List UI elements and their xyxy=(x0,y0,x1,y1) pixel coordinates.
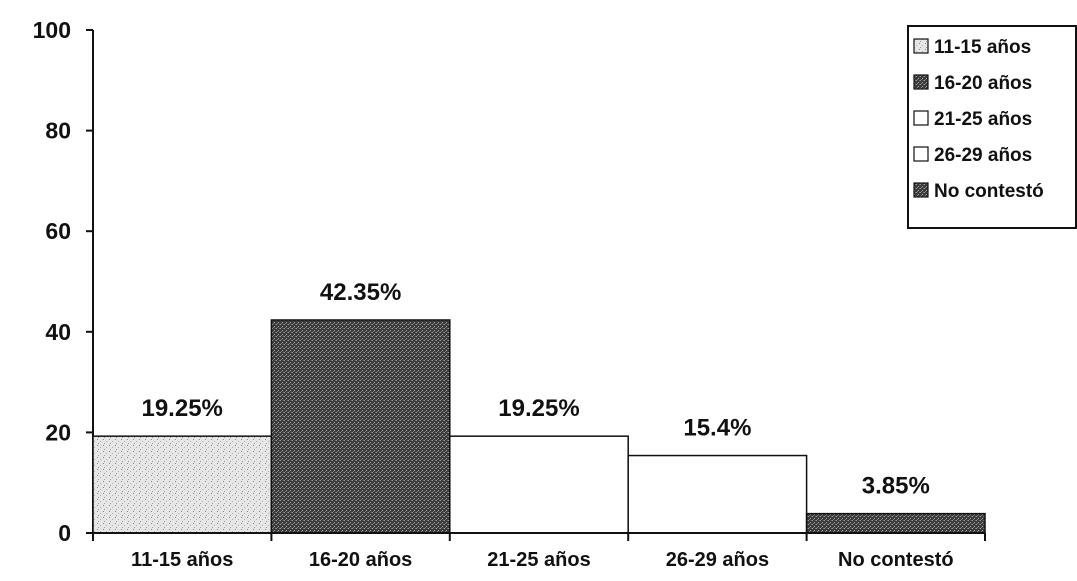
bars: 19.25% 42.35% 19.25% 15.4% 3.85% xyxy=(92,279,986,534)
y-tick-label: 80 xyxy=(45,118,71,144)
y-tick-label: 0 xyxy=(58,520,71,546)
bar-data-label: 19.25% xyxy=(498,395,579,422)
bar-data-label: 42.35% xyxy=(320,279,401,306)
bar-2 xyxy=(270,319,451,534)
legend-swatch xyxy=(913,110,929,126)
bar-5 xyxy=(805,512,986,534)
y-tick-label: 40 xyxy=(45,319,71,345)
legend-swatch xyxy=(913,182,929,198)
bar-3 xyxy=(449,435,629,534)
legend-entry-label: 16-20 años xyxy=(934,73,1032,94)
legend-swatch xyxy=(913,146,929,162)
legend-entry-label: No contestó xyxy=(934,181,1044,202)
bar-1 xyxy=(92,435,273,534)
x-category-label: 11-15 años xyxy=(131,549,233,571)
bar-data-label: 15.4% xyxy=(683,415,751,442)
bar-4 xyxy=(627,454,808,534)
y-tick-label: 20 xyxy=(45,419,71,445)
legend-entry-label: 11-15 años xyxy=(934,37,1031,58)
legend-entry-label: 21-25 años xyxy=(934,109,1032,130)
legend-box xyxy=(907,25,1077,229)
legend-swatch xyxy=(913,74,929,90)
x-category-label: No contestó xyxy=(838,549,954,571)
x-category-label: 26-29 años xyxy=(666,549,769,571)
y-axis: 0 20 40 60 80 100 xyxy=(33,17,94,546)
y-tick-label: 60 xyxy=(45,218,71,244)
legend-entry-label: 26-29 años xyxy=(934,145,1032,166)
y-tick-label: 100 xyxy=(33,17,71,43)
legend-swatch xyxy=(913,38,929,54)
x-axis: 11-15 años 16-20 años 21-25 años 26-29 años… xyxy=(92,532,986,571)
x-category-label: 21-25 años xyxy=(487,549,590,571)
x-category-label: 16-20 años xyxy=(309,549,412,571)
legend: 11-15 años 16-20 años 21-25 años 26-29 años… xyxy=(907,25,1077,229)
bar-data-label: 3.85% xyxy=(862,473,930,500)
bar-data-label: 19.25% xyxy=(141,395,222,422)
